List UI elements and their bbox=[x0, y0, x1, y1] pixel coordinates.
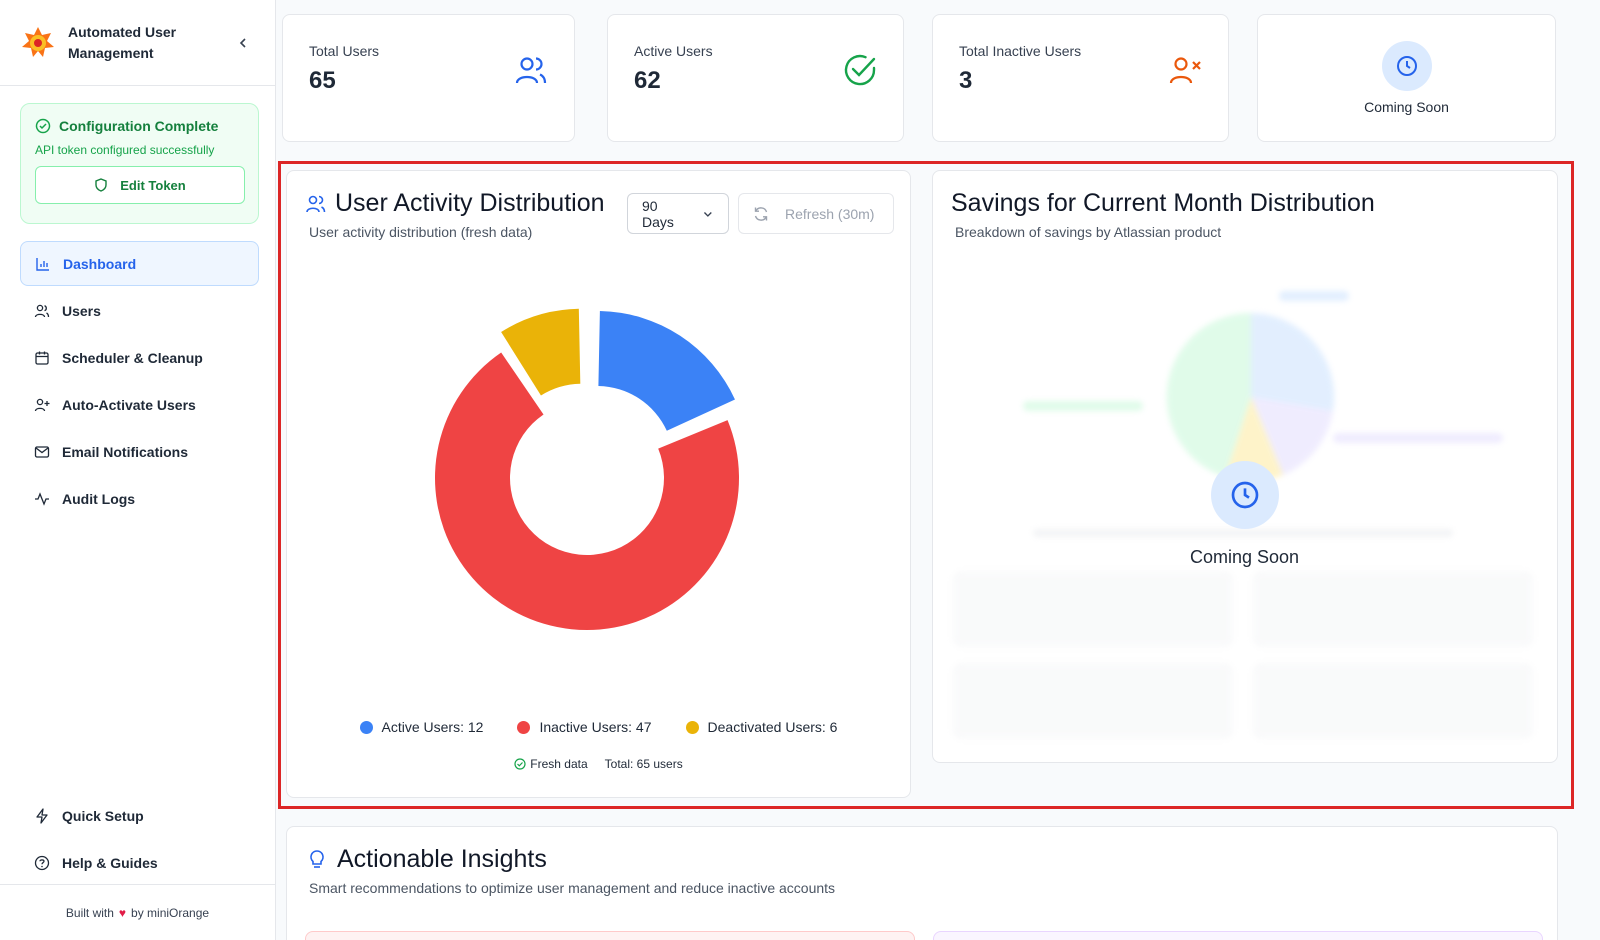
user-activity-panel: User Activity Distribution User activity… bbox=[286, 170, 911, 798]
legend-item-inactive[interactable]: Inactive Users: 47 bbox=[517, 719, 652, 735]
chart-meta: Fresh data Total: 65 users bbox=[287, 757, 910, 771]
panel-subtitle: Smart recommendations to optimize user m… bbox=[309, 880, 836, 896]
fresh-data-label: Fresh data bbox=[530, 757, 588, 771]
edit-token-button[interactable]: Edit Token bbox=[35, 166, 245, 204]
coming-soon-overlay: Coming Soon bbox=[933, 461, 1556, 568]
legend-swatch bbox=[517, 720, 531, 734]
check-circle-icon bbox=[514, 758, 526, 770]
placeholder-pie-chart bbox=[953, 291, 1533, 739]
user-activity-donut-chart bbox=[435, 308, 739, 630]
total-users-label: Total: 65 users bbox=[604, 757, 683, 771]
donut-slice-active-users[interactable] bbox=[598, 310, 735, 431]
help-circle-icon bbox=[34, 855, 50, 870]
sidebar-item-label: Audit Logs bbox=[62, 490, 136, 507]
calendar-icon bbox=[35, 351, 49, 365]
sidebar-item-label: Help & Guides bbox=[62, 854, 158, 871]
sidebar-item-quick-setup[interactable]: Quick Setup bbox=[20, 793, 259, 838]
config-title: Configuration Complete bbox=[59, 118, 219, 134]
refresh-button[interactable]: Refresh (30m) bbox=[738, 193, 894, 234]
chevron-down-icon bbox=[704, 211, 713, 217]
stat-value: 65 bbox=[309, 67, 336, 94]
savings-panel: Savings for Current Month Distribution B… bbox=[932, 170, 1558, 763]
stat-value: 3 bbox=[959, 67, 973, 94]
sidebar-item-label: Scheduler & Cleanup bbox=[62, 349, 203, 366]
insight-card[interactable] bbox=[933, 931, 1543, 940]
chart-legend: Active Users: 12 Inactive Users: 47 Deac… bbox=[287, 719, 910, 735]
clock-icon bbox=[1231, 481, 1258, 509]
clock-icon bbox=[1396, 56, 1417, 76]
config-subtitle: API token configured successfully bbox=[35, 143, 215, 157]
sidebar-item-label: Users bbox=[62, 302, 101, 319]
mail-icon bbox=[34, 445, 50, 458]
user-x-icon bbox=[1169, 57, 1201, 84]
users-icon bbox=[515, 57, 547, 84]
date-range-value: 90 Days bbox=[642, 197, 674, 230]
stat-card-active-users: Active Users 62 bbox=[607, 14, 904, 142]
shield-icon bbox=[95, 178, 107, 192]
panel-title: User Activity Distribution bbox=[335, 189, 605, 217]
legend-swatch bbox=[685, 720, 699, 734]
footer-suffix: by miniOrange bbox=[131, 905, 210, 920]
legend-label: Active Users: 12 bbox=[381, 719, 484, 735]
sidebar-item-audit-logs[interactable]: Audit Logs bbox=[20, 476, 259, 521]
app-logo-icon bbox=[22, 26, 54, 57]
refresh-label: Refresh (30m) bbox=[785, 205, 875, 222]
users-icon bbox=[34, 304, 50, 317]
app-title: Automated User Management bbox=[68, 23, 177, 61]
footer-prefix: Built with bbox=[65, 905, 114, 920]
chevron-left-icon bbox=[239, 37, 246, 48]
users-icon bbox=[306, 195, 326, 212]
insight-card[interactable] bbox=[305, 931, 915, 940]
stat-label: Total Inactive Users bbox=[959, 43, 1082, 59]
sidebar-item-email[interactable]: Email Notifications bbox=[20, 429, 259, 474]
panel-subtitle: User activity distribution (fresh data) bbox=[309, 224, 533, 240]
donut-slice-inactive-users[interactable] bbox=[435, 352, 739, 630]
sidebar-nav: Dashboard Users Scheduler & Cleanup Auto… bbox=[20, 241, 259, 523]
lightbulb-icon bbox=[310, 849, 324, 868]
legend-swatch bbox=[359, 720, 373, 734]
panel-title: Savings for Current Month Distribution bbox=[951, 189, 1375, 217]
sidebar-item-users[interactable]: Users bbox=[20, 288, 259, 333]
check-circle-icon bbox=[35, 118, 51, 134]
zap-icon bbox=[36, 807, 48, 824]
footer: Built with ♥ by miniOrange bbox=[0, 884, 275, 940]
actionable-insights-panel: Actionable Insights Smart recommendation… bbox=[286, 826, 1558, 940]
collapse-sidebar-button[interactable] bbox=[231, 31, 255, 55]
sidebar-item-scheduler[interactable]: Scheduler & Cleanup bbox=[20, 335, 259, 380]
brand-header: Automated User Management bbox=[0, 0, 275, 86]
sidebar-item-label: Email Notifications bbox=[62, 443, 189, 460]
check-circle-icon bbox=[844, 54, 876, 86]
bar-chart-icon bbox=[36, 257, 49, 271]
activity-icon bbox=[35, 491, 49, 506]
sidebar-bottom-nav: Quick Setup Help & Guides bbox=[20, 793, 259, 887]
legend-label: Inactive Users: 47 bbox=[539, 719, 652, 735]
sidebar-item-dashboard[interactable]: Dashboard bbox=[20, 241, 259, 286]
sidebar-item-auto-activate[interactable]: Auto-Activate Users bbox=[20, 382, 259, 427]
legend-label: Deactivated Users: 6 bbox=[707, 719, 838, 735]
donut-slice-deactivated-users[interactable] bbox=[501, 308, 581, 396]
date-range-select[interactable]: 90 Days bbox=[627, 193, 729, 234]
refresh-icon bbox=[754, 206, 768, 221]
legend-item-deactivated[interactable]: Deactivated Users: 6 bbox=[685, 719, 838, 735]
sidebar-item-help[interactable]: Help & Guides bbox=[20, 840, 259, 885]
heart-icon: ♥ bbox=[118, 905, 127, 920]
stat-card-inactive-users: Total Inactive Users 3 bbox=[932, 14, 1229, 142]
configuration-status-card: Configuration Complete API token configu… bbox=[20, 103, 259, 224]
stat-card-coming-soon: Coming Soon bbox=[1257, 14, 1556, 142]
sidebar-item-label: Quick Setup bbox=[62, 807, 144, 824]
edit-token-label: Edit Token bbox=[120, 177, 186, 193]
sidebar-item-label: Auto-Activate Users bbox=[62, 396, 196, 413]
sidebar-item-label: Dashboard bbox=[63, 255, 137, 272]
legend-item-active[interactable]: Active Users: 12 bbox=[359, 719, 484, 735]
coming-soon-label: Coming Soon bbox=[1364, 99, 1449, 115]
coming-soon-label: Coming Soon bbox=[1189, 547, 1300, 567]
panel-subtitle: Breakdown of savings by Atlassian produc… bbox=[955, 224, 1222, 240]
user-plus-icon bbox=[34, 398, 50, 411]
sidebar: Automated User Management Configuration … bbox=[0, 0, 276, 940]
stat-label: Active Users bbox=[634, 43, 713, 59]
stat-card-total-users: Total Users 65 bbox=[282, 14, 575, 142]
panel-title: Actionable Insights bbox=[337, 845, 547, 873]
stat-value: 62 bbox=[634, 67, 661, 94]
stat-label: Total Users bbox=[309, 43, 380, 59]
